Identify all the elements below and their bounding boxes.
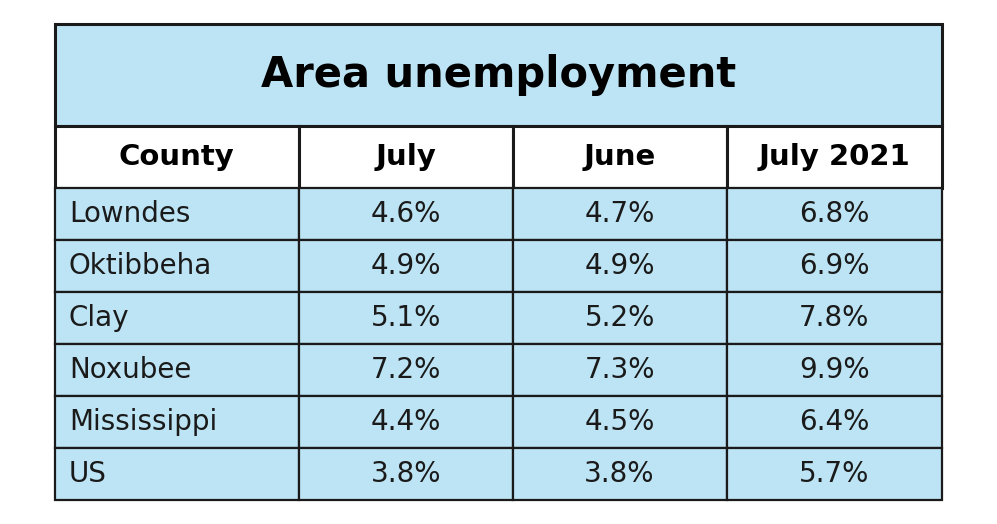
Text: 9.9%: 9.9%: [799, 356, 869, 384]
Text: Clay: Clay: [69, 304, 130, 332]
Text: 4.6%: 4.6%: [371, 200, 441, 227]
Text: Mississippi: Mississippi: [69, 408, 217, 436]
Text: July: July: [375, 143, 437, 171]
Text: 6.8%: 6.8%: [800, 200, 869, 227]
Text: 4.4%: 4.4%: [371, 408, 441, 436]
Text: Noxubee: Noxubee: [69, 356, 191, 384]
Text: 5.1%: 5.1%: [371, 304, 441, 332]
Text: Oktibbeha: Oktibbeha: [69, 252, 212, 280]
Text: 4.9%: 4.9%: [584, 252, 655, 280]
Text: 4.9%: 4.9%: [371, 252, 441, 280]
Text: June: June: [583, 143, 656, 171]
Text: 6.9%: 6.9%: [800, 252, 869, 280]
Text: Lowndes: Lowndes: [69, 200, 190, 227]
Text: 7.8%: 7.8%: [800, 304, 869, 332]
Text: 6.4%: 6.4%: [800, 408, 869, 436]
Text: July 2021: July 2021: [759, 143, 910, 171]
Text: 4.5%: 4.5%: [584, 408, 655, 436]
Text: County: County: [119, 143, 234, 171]
Text: 7.2%: 7.2%: [371, 356, 441, 384]
Text: 5.7%: 5.7%: [800, 461, 869, 488]
Text: 5.2%: 5.2%: [584, 304, 655, 332]
Text: 7.3%: 7.3%: [584, 356, 655, 384]
Text: 3.8%: 3.8%: [584, 461, 655, 488]
Text: 4.7%: 4.7%: [584, 200, 655, 227]
Text: 3.8%: 3.8%: [371, 461, 441, 488]
Text: Area unemployment: Area unemployment: [261, 53, 736, 96]
Text: US: US: [69, 461, 107, 488]
